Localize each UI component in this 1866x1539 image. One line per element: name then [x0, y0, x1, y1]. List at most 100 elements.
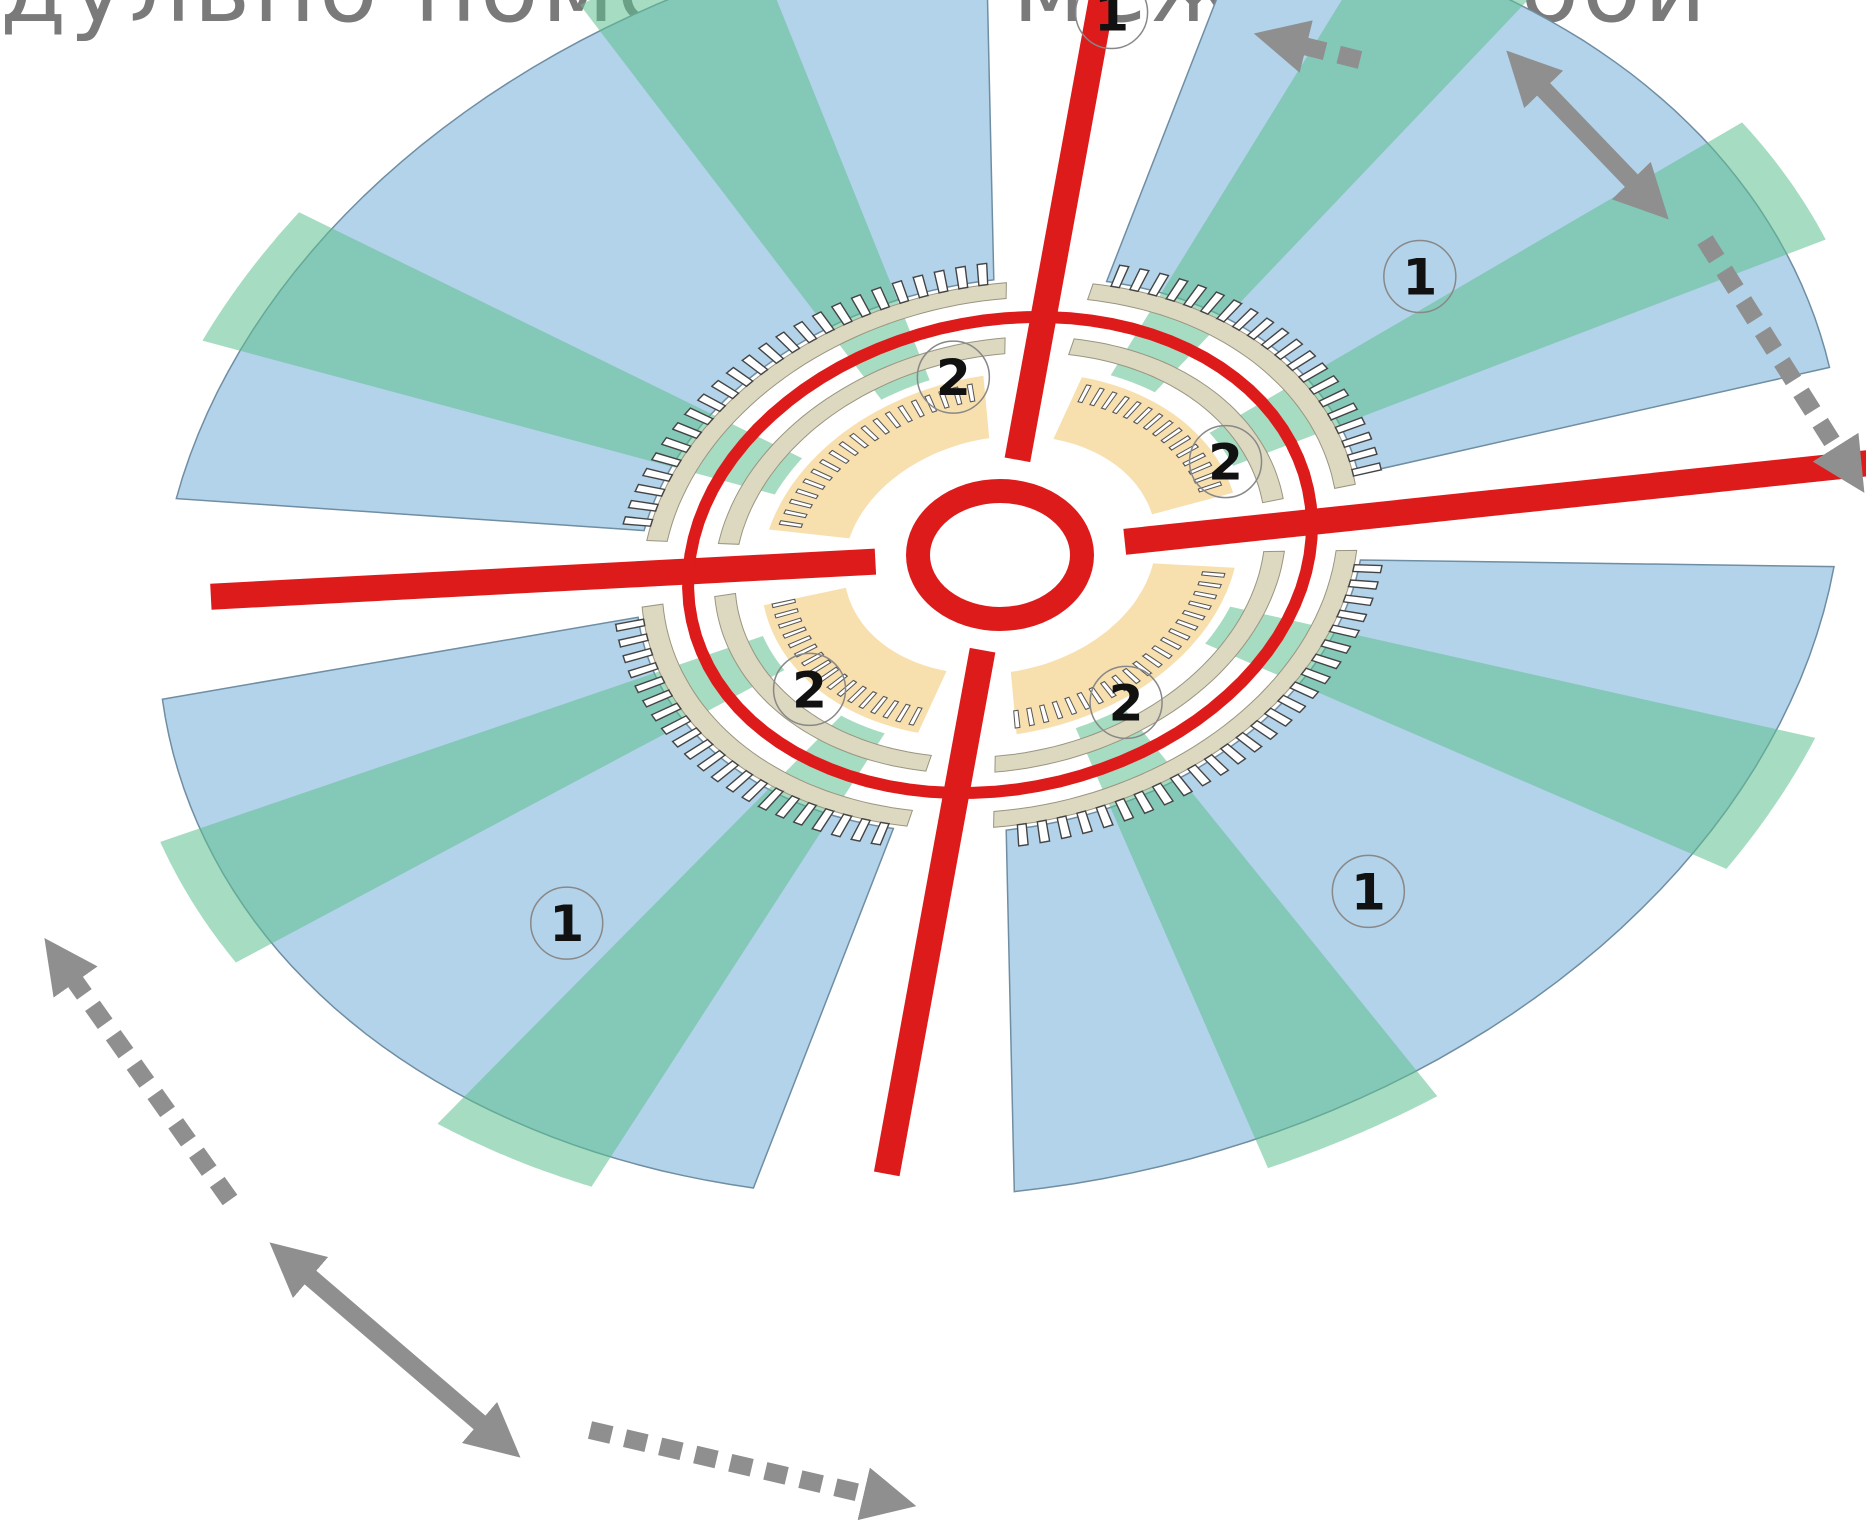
inner-tooth [870, 695, 888, 715]
marker-circle-m3 [529, 886, 604, 960]
inner-tooth [910, 399, 925, 418]
band-tooth [1147, 272, 1170, 297]
inner-tooth [1100, 391, 1118, 411]
green-wedge-4-2 [580, 0, 930, 400]
marker-circle-m1 [1383, 239, 1457, 314]
inner-tooth [1182, 452, 1207, 467]
inner-tooth [1168, 627, 1191, 641]
inner-tooth [1152, 419, 1175, 437]
arrow-top-double [1506, 50, 1669, 220]
band-tooth [1342, 594, 1374, 607]
band-tooth [1246, 317, 1275, 341]
band-tooth [614, 618, 646, 633]
band-tooth [1276, 694, 1307, 714]
band-tooth [660, 436, 692, 454]
inner-tooth [1111, 674, 1130, 692]
band-tooth [1320, 639, 1352, 655]
band-tooth [725, 769, 754, 793]
band-tooth [1219, 743, 1247, 765]
inner-tooth [1088, 686, 1105, 705]
green-wedge-3-1 [437, 715, 885, 1187]
inner-tooth [794, 488, 819, 500]
marker-circle-m8 [1089, 665, 1163, 740]
inner-tooth [1197, 481, 1223, 493]
band-tooth [1263, 707, 1293, 727]
inner-tooth [1077, 384, 1092, 404]
inner-tooth [1159, 636, 1182, 651]
inner-tooth [836, 679, 858, 698]
marker-circle-m2 [1074, 0, 1149, 50]
marker-label-m5: 2 [936, 349, 971, 407]
inner-tooth [838, 441, 859, 457]
inner-tooth [1076, 692, 1091, 710]
inner-tooth [774, 608, 799, 619]
road-1 [1004, 0, 1115, 463]
inner-tooth [1112, 395, 1130, 415]
inner-sectors-group [763, 375, 1235, 735]
road-3 [873, 647, 996, 1177]
band-tooth [850, 294, 872, 318]
inner-tooth [817, 666, 840, 684]
band-tooth [954, 265, 969, 290]
arrow-bottom-dashed-left [44, 937, 238, 1206]
inner-tooth [1132, 406, 1154, 425]
inner-tooth [801, 651, 825, 667]
inner-tooth [777, 617, 803, 629]
outer-band-4 [646, 282, 1007, 542]
band-tooth [725, 366, 754, 388]
inner-band-1 [1068, 338, 1284, 504]
road-2 [1123, 450, 1866, 555]
band-tooth [811, 311, 836, 335]
inner-tooth [882, 699, 900, 719]
band-tooth [1347, 579, 1379, 590]
band-tooth [683, 407, 715, 426]
inner-tooth [884, 411, 902, 429]
band-tooth [1346, 446, 1378, 463]
inner-tooth [1175, 619, 1199, 631]
inner-tooth [860, 425, 880, 442]
band-tooth [710, 379, 740, 400]
inner-tooth [1160, 426, 1183, 444]
band-tooth [671, 727, 703, 748]
band-tooth [792, 320, 818, 344]
inner-tooth [1187, 461, 1213, 476]
inner-tooth [897, 404, 914, 423]
band-tooth [650, 452, 682, 468]
band-tooth [1186, 763, 1212, 787]
band-tooth [1169, 773, 1194, 797]
inner-tooth [938, 390, 950, 409]
green-wedge-2-1 [1205, 606, 1816, 869]
inner-tooth [787, 634, 813, 649]
band-tooth [1165, 277, 1190, 303]
inner-tooth [1089, 387, 1105, 407]
inner-sector-4 [769, 375, 990, 539]
road-4 [210, 548, 877, 610]
marker-label-m1: 1 [1402, 249, 1437, 307]
band-tooth [1095, 804, 1114, 829]
marker-circle-m6 [1188, 424, 1263, 499]
inner-tooth [1181, 609, 1206, 621]
band-tooth [740, 354, 769, 376]
marker-label-m2: 1 [1094, 0, 1129, 43]
band-tooth [1310, 653, 1342, 670]
band-tooth [1151, 782, 1175, 806]
green-wedge-1-2 [1209, 122, 1826, 466]
band-tooth [757, 342, 785, 365]
band-tooth [870, 821, 891, 846]
band-tooth [1260, 327, 1290, 351]
inner-band-3 [714, 592, 932, 772]
inner-tooth [819, 458, 842, 473]
inner-tooth [771, 598, 796, 609]
inner-tooth [966, 382, 976, 403]
inner-tooth [825, 673, 848, 691]
band-tooth [1328, 624, 1361, 639]
band-tooth [622, 647, 654, 664]
inner-tooth [1168, 434, 1191, 451]
outer-band-3 [641, 603, 914, 827]
band-tooth [641, 467, 674, 482]
band-tooth [912, 274, 929, 299]
band-tooth [1318, 388, 1350, 408]
inner-tooth [828, 449, 850, 464]
band-tooth [1215, 299, 1244, 323]
